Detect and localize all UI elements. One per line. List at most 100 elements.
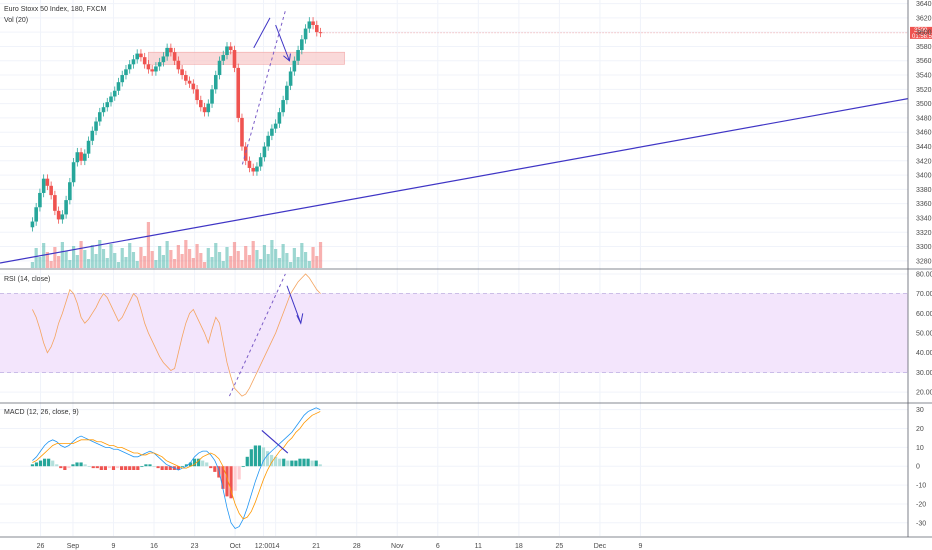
- candle-body[interactable]: [64, 200, 68, 215]
- candle-body[interactable]: [176, 60, 181, 70]
- signal-line[interactable]: [32, 411, 321, 520]
- candle-body[interactable]: [53, 195, 57, 211]
- price-down-arrow-head[interactable]: [283, 53, 291, 62]
- candle-body[interactable]: [45, 178, 50, 186]
- candle-body[interactable]: [75, 152, 80, 163]
- candle-body[interactable]: [109, 96, 113, 103]
- macd-y-tick-label: -30: [916, 520, 926, 527]
- candle-body[interactable]: [83, 153, 87, 161]
- candle-body[interactable]: [217, 60, 222, 76]
- candle-body[interactable]: [105, 102, 110, 108]
- candle-body[interactable]: [277, 112, 282, 124]
- candle-body[interactable]: [68, 182, 72, 201]
- candle-body[interactable]: [210, 89, 214, 104]
- candle-body[interactable]: [184, 75, 188, 81]
- candle-body[interactable]: [273, 123, 278, 129]
- macd-pane[interactable]: [30, 407, 322, 529]
- candle-body[interactable]: [247, 160, 252, 168]
- candle-body[interactable]: [270, 128, 274, 136]
- candle-body[interactable]: [79, 152, 83, 161]
- volume-bar: [285, 253, 289, 268]
- candle-body[interactable]: [236, 67, 241, 118]
- macd-divergence-line[interactable]: [261, 429, 289, 454]
- macd-histogram-bar: [213, 466, 217, 472]
- candle-body[interactable]: [101, 107, 106, 113]
- candle-body[interactable]: [30, 221, 35, 228]
- volume-bar: [206, 248, 210, 268]
- rsi-down-arrow-head[interactable]: [296, 313, 304, 325]
- candle-body[interactable]: [311, 21, 315, 26]
- macd-histogram-bar: [265, 451, 270, 467]
- candle-body[interactable]: [225, 46, 229, 56]
- candle-body[interactable]: [199, 100, 203, 108]
- candle-body[interactable]: [266, 135, 270, 147]
- candle-body[interactable]: [307, 21, 312, 29]
- candle-body[interactable]: [202, 107, 207, 113]
- candle-body[interactable]: [258, 157, 263, 167]
- candle-body[interactable]: [315, 25, 319, 33]
- candle-body[interactable]: [38, 192, 42, 208]
- candle-body[interactable]: [221, 55, 226, 61]
- candle-body[interactable]: [206, 103, 211, 113]
- long-term-trendline[interactable]: [0, 98, 909, 264]
- candle-body[interactable]: [94, 121, 98, 131]
- candle-body[interactable]: [165, 47, 169, 57]
- candle-body[interactable]: [285, 85, 289, 101]
- wedge-lower-dashed-line[interactable]: [241, 10, 286, 165]
- candle-body[interactable]: [112, 90, 117, 97]
- candle-body[interactable]: [303, 28, 308, 40]
- rsi-pane[interactable]: [0, 273, 908, 397]
- candle-body[interactable]: [56, 210, 61, 220]
- candle-body[interactable]: [255, 166, 259, 172]
- candle-body[interactable]: [154, 66, 158, 72]
- candle-body[interactable]: [116, 82, 121, 91]
- candle-body[interactable]: [281, 100, 285, 113]
- candle-body[interactable]: [243, 146, 248, 161]
- candle-body[interactable]: [49, 185, 53, 196]
- candle-body[interactable]: [146, 64, 151, 70]
- rsi-line[interactable]: [32, 273, 321, 397]
- candle-body[interactable]: [139, 53, 143, 58]
- candle-body[interactable]: [292, 60, 297, 72]
- candle-body[interactable]: [86, 140, 91, 154]
- candle-body[interactable]: [131, 59, 136, 65]
- rsi-down-arrow[interactable]: [286, 285, 302, 324]
- wedge-upper-line[interactable]: [253, 17, 271, 49]
- candle-body[interactable]: [60, 214, 65, 220]
- candle-body[interactable]: [262, 146, 267, 158]
- candle-body[interactable]: [191, 83, 196, 90]
- candle-body[interactable]: [180, 69, 184, 76]
- candle-body[interactable]: [288, 71, 293, 86]
- candle-body[interactable]: [251, 167, 255, 172]
- candle-body[interactable]: [172, 52, 177, 61]
- volume-bar: [251, 241, 255, 268]
- candle-body[interactable]: [34, 207, 38, 222]
- candle-body[interactable]: [135, 53, 139, 60]
- candle-body[interactable]: [187, 80, 192, 84]
- candle-body[interactable]: [232, 50, 237, 68]
- candle-body[interactable]: [213, 75, 218, 90]
- macd-line[interactable]: [32, 407, 321, 529]
- candle-body[interactable]: [41, 178, 46, 193]
- candle-body[interactable]: [195, 89, 199, 101]
- candle-body[interactable]: [127, 64, 132, 70]
- candle-body[interactable]: [150, 69, 154, 72]
- candle-body[interactable]: [169, 47, 173, 53]
- candle-body[interactable]: [71, 162, 76, 183]
- price-down-arrow[interactable]: [275, 24, 290, 61]
- candle-body[interactable]: [120, 75, 125, 83]
- volume-bar: [143, 256, 147, 268]
- candle-body[interactable]: [157, 62, 162, 67]
- candle-body[interactable]: [300, 39, 304, 51]
- rsi-dashed-trendline[interactable]: [228, 273, 286, 397]
- volume-bar: [161, 255, 165, 268]
- candle-body[interactable]: [161, 56, 166, 63]
- candle-body[interactable]: [124, 69, 128, 76]
- candle-body[interactable]: [142, 57, 147, 65]
- candle-body[interactable]: [240, 117, 244, 147]
- candle-body[interactable]: [90, 130, 95, 141]
- candle-body[interactable]: [296, 50, 300, 61]
- candle-body[interactable]: [97, 112, 102, 122]
- candle-body[interactable]: [228, 46, 233, 51]
